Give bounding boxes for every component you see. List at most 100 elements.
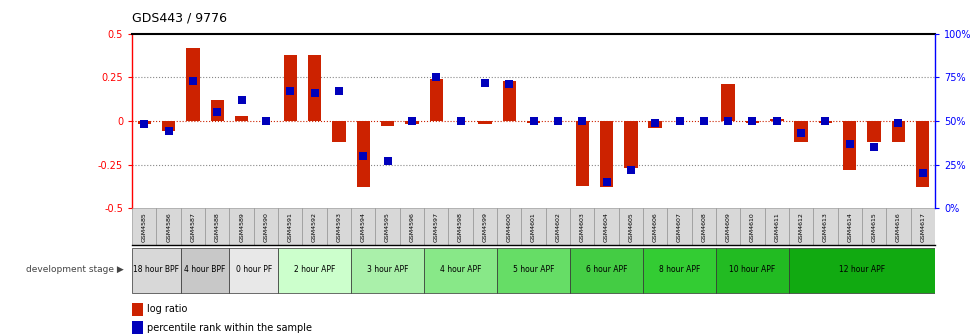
Bar — [770, 119, 782, 121]
Bar — [910, 208, 934, 245]
Point — [817, 118, 832, 124]
Bar — [302, 208, 327, 245]
Bar — [575, 121, 589, 185]
Bar — [745, 121, 758, 123]
Text: percentile rank within the sample: percentile rank within the sample — [147, 323, 311, 333]
Bar — [624, 121, 637, 168]
Point — [866, 144, 881, 150]
Text: 12 hour APF: 12 hour APF — [838, 265, 884, 274]
Text: GSM4607: GSM4607 — [677, 212, 682, 242]
Bar — [278, 248, 351, 293]
Bar — [497, 248, 569, 293]
Bar — [569, 208, 594, 245]
Point — [622, 167, 638, 173]
Text: GSM4603: GSM4603 — [579, 212, 584, 242]
Point — [476, 80, 492, 85]
Bar — [521, 208, 545, 245]
Bar — [186, 48, 200, 121]
Bar — [594, 208, 618, 245]
Text: GSM4588: GSM4588 — [214, 212, 220, 242]
Bar — [647, 121, 661, 128]
Bar — [351, 248, 423, 293]
Text: 18 hour BPF: 18 hour BPF — [133, 265, 179, 274]
Text: development stage ▶: development stage ▶ — [26, 265, 124, 274]
Text: GSM4617: GSM4617 — [919, 212, 924, 242]
Bar — [253, 208, 278, 245]
Point — [550, 118, 565, 124]
Text: GSM4614: GSM4614 — [846, 212, 852, 242]
Bar — [715, 208, 739, 245]
Bar — [351, 208, 375, 245]
Text: GSM4613: GSM4613 — [822, 212, 827, 242]
Point — [452, 118, 467, 124]
Text: 4 hour APF: 4 hour APF — [439, 265, 481, 274]
Text: GSM4585: GSM4585 — [142, 212, 147, 242]
Point — [283, 89, 298, 94]
Bar — [739, 208, 764, 245]
Bar — [497, 208, 521, 245]
Bar — [788, 248, 934, 293]
Point — [646, 120, 662, 125]
Text: GSM4590: GSM4590 — [263, 212, 268, 242]
Point — [914, 171, 930, 176]
Bar — [788, 208, 813, 245]
Text: GSM4606: GSM4606 — [652, 212, 657, 242]
Text: GSM4594: GSM4594 — [361, 212, 366, 242]
Text: GSM4605: GSM4605 — [628, 212, 633, 242]
Text: GDS443 / 9776: GDS443 / 9776 — [132, 12, 227, 25]
Text: GSM4589: GSM4589 — [239, 212, 244, 242]
Text: GSM4616: GSM4616 — [895, 212, 900, 242]
Text: GSM4600: GSM4600 — [507, 212, 511, 242]
Point — [160, 129, 176, 134]
Bar — [794, 121, 807, 142]
Bar — [915, 121, 928, 187]
Bar — [545, 208, 569, 245]
Text: 6 hour APF: 6 hour APF — [585, 265, 627, 274]
Text: GSM4598: GSM4598 — [458, 212, 463, 242]
Text: GSM4597: GSM4597 — [433, 212, 438, 242]
Bar — [205, 208, 229, 245]
Bar — [837, 208, 861, 245]
Bar — [229, 248, 278, 293]
Point — [501, 82, 516, 87]
Bar — [132, 208, 156, 245]
Bar — [861, 208, 885, 245]
Text: 2 hour APF: 2 hour APF — [293, 265, 334, 274]
Bar — [380, 121, 394, 126]
Point — [404, 118, 420, 124]
Text: GSM4608: GSM4608 — [700, 212, 705, 242]
Bar — [721, 84, 734, 121]
Text: GSM4595: GSM4595 — [384, 212, 389, 242]
Bar — [405, 121, 419, 124]
Point — [792, 130, 808, 136]
Bar — [375, 208, 399, 245]
Point — [234, 97, 249, 103]
Text: GSM4609: GSM4609 — [725, 212, 730, 242]
Text: GSM4586: GSM4586 — [166, 212, 171, 242]
Bar — [569, 248, 643, 293]
Text: GSM4587: GSM4587 — [191, 212, 196, 242]
Point — [695, 118, 711, 124]
Point — [209, 110, 225, 115]
Text: log ratio: log ratio — [147, 304, 187, 314]
Bar — [161, 121, 175, 131]
Bar — [429, 79, 442, 121]
Text: GSM4596: GSM4596 — [409, 212, 414, 242]
Point — [136, 122, 152, 127]
Bar — [842, 121, 856, 170]
Bar — [667, 208, 691, 245]
Bar — [138, 121, 151, 124]
Bar — [284, 54, 296, 121]
Text: 3 hour APF: 3 hour APF — [367, 265, 408, 274]
Text: GSM4610: GSM4610 — [749, 212, 754, 242]
Bar — [526, 121, 540, 123]
Bar — [181, 248, 229, 293]
Point — [355, 153, 371, 159]
Bar — [477, 121, 491, 124]
Bar — [618, 208, 643, 245]
Text: 8 hour APF: 8 hour APF — [658, 265, 699, 274]
Bar — [132, 248, 181, 293]
Point — [525, 118, 541, 124]
Bar — [643, 248, 715, 293]
Bar — [356, 121, 370, 187]
